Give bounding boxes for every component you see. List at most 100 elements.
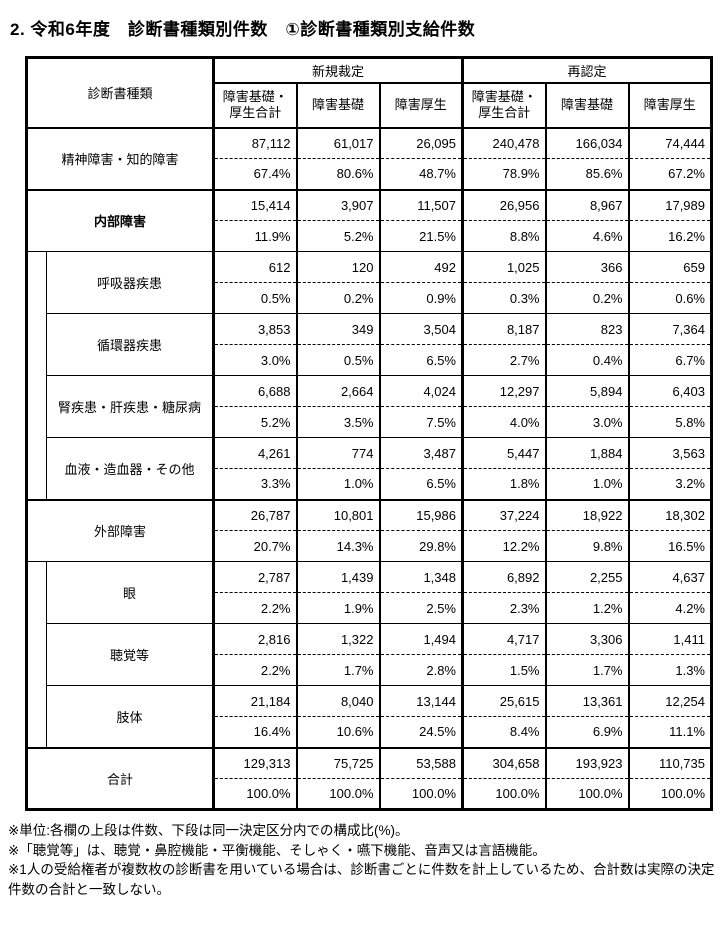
percent-cell: 1.7% <box>295 654 380 686</box>
count-cell: 13,144 <box>378 685 463 717</box>
count-cell: 5,447 <box>461 437 546 469</box>
count-cell: 13,361 <box>544 685 629 717</box>
count-cell: 193,923 <box>544 746 629 779</box>
table-row-percent: 2.2% 1.7% 2.8% 1.5% 1.7% 1.3% <box>27 654 712 686</box>
count-cell: 5,894 <box>544 375 629 407</box>
count-cell: 18,922 <box>544 498 629 531</box>
percent-cell: 1.9% <box>295 592 380 624</box>
percent-cell: 6.5% <box>378 468 463 500</box>
percent-cell: 2.5% <box>378 592 463 624</box>
count-cell: 10,801 <box>295 498 380 531</box>
header-column-row: 障害基礎・ 厚生合計 障害基礎 障害厚生 障害基礎・ 厚生合計 障害基礎 障害厚… <box>27 81 713 129</box>
percent-cell: 0.2% <box>544 282 629 314</box>
table-row-percent: 3.0% 0.5% 6.5% 2.7% 0.4% 6.7% <box>27 344 712 376</box>
percent-cell: 3.0% <box>544 406 629 438</box>
percent-cell: 67.2% <box>627 158 712 190</box>
count-cell: 3,306 <box>544 623 629 655</box>
percent-cell: 2.2% <box>212 654 297 686</box>
percent-cell: 20.7% <box>212 530 297 562</box>
row-label: 聴覚等 <box>46 623 215 686</box>
row-label: 眼 <box>46 561 215 624</box>
percent-cell: 48.7% <box>378 158 463 190</box>
percent-cell: 10.6% <box>295 716 380 748</box>
percent-cell: 11.1% <box>627 716 712 748</box>
percent-cell: 14.3% <box>295 530 380 562</box>
table-row: 聴覚等 2,816 1,322 1,494 4,717 3,306 1,411 <box>27 623 712 686</box>
row-label: 内部障害 <box>25 188 215 252</box>
percent-cell: 8.8% <box>461 220 546 252</box>
column-header: 障害基礎 <box>544 81 630 129</box>
corner-header: 診断書種類 <box>25 56 215 129</box>
row-label: 外部障害 <box>25 498 215 562</box>
row-label: 血液・造血器・その他 <box>46 437 215 500</box>
count-cell: 1,322 <box>295 623 380 655</box>
header-group-row: 診断書種類 新規裁定 再認定 <box>25 56 713 129</box>
column-header: 障害基礎 <box>295 81 381 129</box>
count-cell: 61,017 <box>295 127 380 159</box>
count-cell: 166,034 <box>544 127 629 159</box>
count-cell: 8,040 <box>295 685 380 717</box>
percent-cell: 100.0% <box>295 778 380 810</box>
count-cell: 659 <box>627 251 712 283</box>
count-cell: 823 <box>544 313 629 345</box>
count-cell: 2,787 <box>212 561 297 593</box>
count-cell: 1,494 <box>378 623 463 655</box>
table-row: 腎疾患・肝疾患・糖尿病 6,688 2,664 4,024 12,297 5,894 6,4… <box>27 375 712 438</box>
percent-cell: 6.9% <box>544 716 629 748</box>
percent-cell: 1.3% <box>627 654 712 686</box>
percent-cell: 8.4% <box>461 716 546 748</box>
table-row-percent: 100.0% 100.0% 100.0% 100.0% 100.0% 100.0% <box>27 778 712 810</box>
count-cell: 1,884 <box>544 437 629 469</box>
percent-cell: 0.2% <box>295 282 380 314</box>
count-cell: 4,717 <box>461 623 546 655</box>
percent-cell: 5.8% <box>627 406 712 438</box>
count-cell: 1,439 <box>295 561 380 593</box>
percent-cell: 100.0% <box>212 778 297 810</box>
footnotes: ※単位:各欄の上段は件数、下段は同一決定区分内での構成比(%)。 ※「聴覚等」は… <box>8 821 717 899</box>
count-cell: 12,297 <box>461 375 546 407</box>
count-cell: 26,787 <box>212 498 297 531</box>
table-row: 内部障害 15,414 3,907 11,507 26,956 8,967 17,989 <box>25 188 712 252</box>
percent-cell: 1.8% <box>461 468 546 500</box>
count-cell: 53,588 <box>378 746 463 779</box>
percent-cell: 1.0% <box>295 468 380 500</box>
table-row: 合計 129,313 75,725 53,588 304,658 193,923 110,7… <box>25 746 712 810</box>
count-cell: 349 <box>295 313 380 345</box>
percent-cell: 2.2% <box>212 592 297 624</box>
percent-cell: 6.7% <box>627 344 712 376</box>
count-cell: 3,487 <box>378 437 463 469</box>
percent-cell: 4.2% <box>627 592 712 624</box>
count-cell: 6,403 <box>627 375 712 407</box>
count-cell: 4,637 <box>627 561 712 593</box>
percent-cell: 1.0% <box>544 468 629 500</box>
count-cell: 1,411 <box>627 623 712 655</box>
percent-cell: 2.7% <box>461 344 546 376</box>
row-label: 精神障害・知的障害 <box>25 127 215 190</box>
percent-cell: 3.2% <box>627 468 712 500</box>
percent-cell: 1.7% <box>544 654 629 686</box>
count-cell: 612 <box>212 251 297 283</box>
column-header: 障害基礎・ 厚生合計 <box>212 81 298 129</box>
table-row: 眼 2,787 1,439 1,348 6,892 2,255 4,637 <box>26 561 712 749</box>
percent-cell: 67.4% <box>212 158 297 190</box>
row-label: 循環器疾患 <box>46 313 215 376</box>
count-cell: 304,658 <box>461 746 546 779</box>
count-cell: 15,986 <box>378 498 463 531</box>
table-row-percent: 5.2% 3.5% 7.5% 4.0% 3.0% 5.8% <box>27 406 712 438</box>
count-cell: 8,187 <box>461 313 546 345</box>
footnote-line: ※「聴覚等」は、聴覚・鼻腔機能・平衡機能、そしゃく・嚥下機能、音声又は言語機能。 <box>8 842 546 858</box>
row-label: 合計 <box>25 746 215 810</box>
count-cell: 1,348 <box>378 561 463 593</box>
count-cell: 37,224 <box>461 498 546 531</box>
count-cell: 3,504 <box>378 313 463 345</box>
footnote-line: ※単位:各欄の上段は件数、下段は同一決定区分内での構成比(%)。 <box>8 823 409 838</box>
percent-cell: 100.0% <box>544 778 629 810</box>
percent-cell: 16.2% <box>627 220 712 252</box>
count-cell: 8,967 <box>544 188 629 221</box>
count-cell: 4,261 <box>212 437 297 469</box>
row-label: 腎疾患・肝疾患・糖尿病 <box>46 375 215 438</box>
percent-cell: 1.5% <box>461 654 546 686</box>
table-row: 精神障害・知的障害 87,112 61,017 26,095 240,478 166,03… <box>25 127 712 190</box>
table-row: 呼吸器疾患 612 120 492 1,025 366 659 <box>26 251 712 501</box>
count-cell: 75,725 <box>295 746 380 779</box>
